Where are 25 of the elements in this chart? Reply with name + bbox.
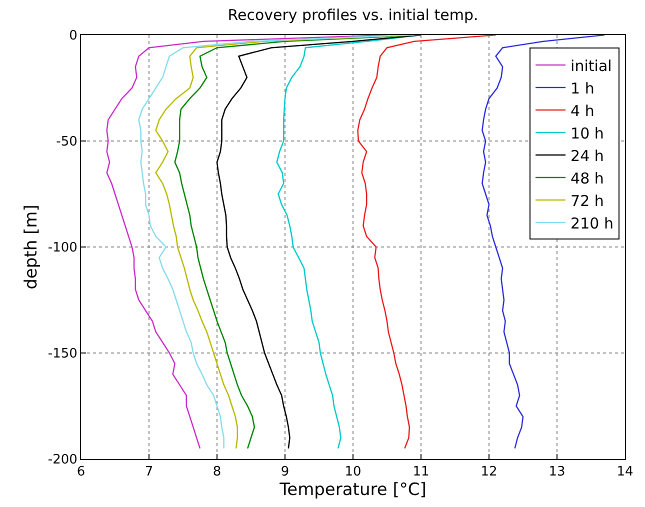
legend-label: 24 h xyxy=(570,146,604,165)
y-tick-label: 0 xyxy=(69,28,78,44)
y-axis-title: depth [m] xyxy=(21,204,42,290)
y-tick-label: -150 xyxy=(48,346,78,362)
y-tick-label: -50 xyxy=(56,134,78,150)
legend-label: initial xyxy=(570,56,612,75)
x-tick-label: 6 xyxy=(76,464,86,480)
legend-label: 1 h xyxy=(570,79,594,98)
y-tick-label: -200 xyxy=(48,452,78,468)
legend-label: 210 h xyxy=(570,214,614,232)
chart-title: Recovery profiles vs. initial temp. xyxy=(228,6,478,24)
x-tick-label: 10 xyxy=(344,464,362,480)
x-tick-label: 12 xyxy=(480,464,498,480)
x-tick-label: 7 xyxy=(144,464,154,480)
x-tick-label: 13 xyxy=(548,464,566,480)
x-tick-label: 11 xyxy=(412,464,430,480)
x-tick-label: 9 xyxy=(280,464,290,480)
legend-label: 10 h xyxy=(570,124,604,142)
y-tick-label: -100 xyxy=(48,240,78,256)
x-tick-label: 8 xyxy=(212,464,222,480)
legend-label: 4 h xyxy=(570,102,594,120)
x-axis-title: Temperature [°C] xyxy=(278,480,426,500)
legend-label: 72 h xyxy=(570,192,604,210)
legend-label: 48 h xyxy=(570,169,604,188)
x-tick-label: 14 xyxy=(616,464,634,480)
